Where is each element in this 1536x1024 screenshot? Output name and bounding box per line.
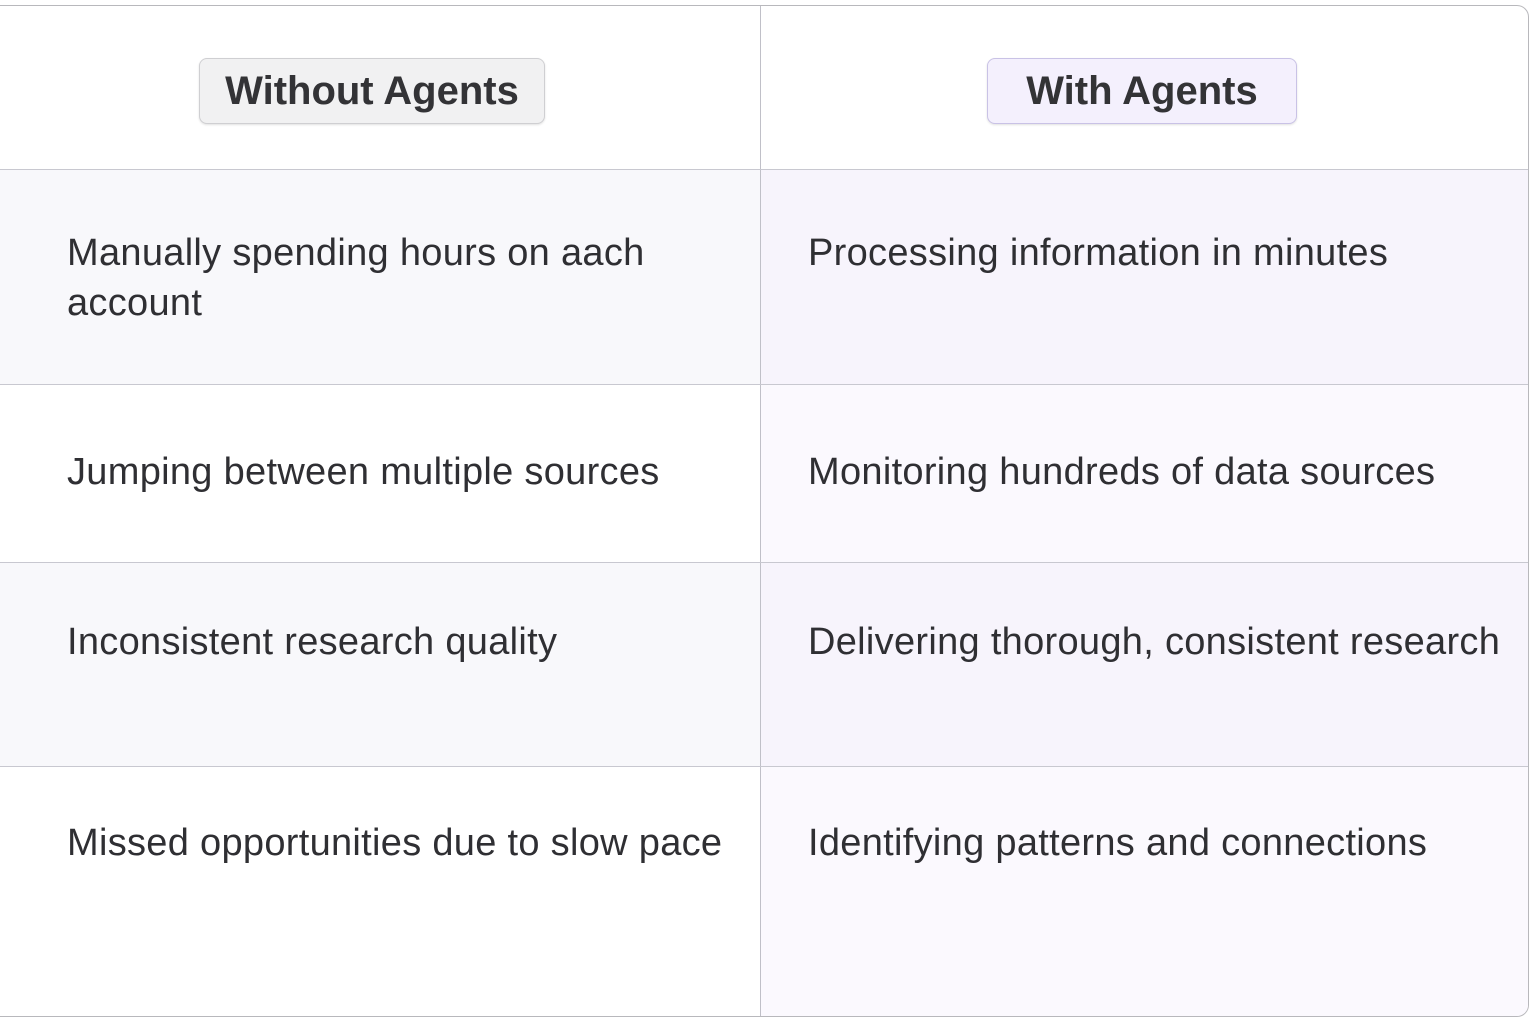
cell-text: Identifying patterns and connections <box>808 822 1428 864</box>
cell-with: Processing information in minutes <box>761 170 1528 384</box>
cell-text: Processing information in minutes <box>808 232 1389 274</box>
cell-text: Manually spending hours on aach account <box>67 232 645 324</box>
table-row: Inconsistent research quality Delivering… <box>0 562 1528 766</box>
cell-text: Jumping between multiple sources <box>67 451 660 493</box>
cell-without: Jumping between multiple sources <box>0 385 761 562</box>
cell-with: Delivering thorough, consistent research <box>761 563 1528 766</box>
cell-text: Inconsistent research quality <box>67 621 558 663</box>
cell-without: Missed opportunities due to slow pace <box>0 767 761 1016</box>
header-cell-without: Without Agents <box>0 6 761 169</box>
cell-with: Identifying patterns and connections <box>761 767 1528 1016</box>
cell-without: Inconsistent research quality <box>0 563 761 766</box>
table-header-row: Without Agents With Agents <box>0 6 1528 169</box>
cell-text: Delivering thorough, consistent research <box>808 621 1501 663</box>
table-row: Missed opportunities due to slow pace Id… <box>0 766 1528 1016</box>
cell-text: Monitoring hundreds of data sources <box>808 451 1436 493</box>
cell-without: Manually spending hours on aach account <box>0 170 761 384</box>
comparison-table: Without Agents With Agents Manually spen… <box>0 5 1529 1017</box>
table-row: Manually spending hours on aach account … <box>0 169 1528 384</box>
header-cell-with: With Agents <box>761 6 1528 169</box>
table-row: Jumping between multiple sources Monitor… <box>0 384 1528 562</box>
cell-text: Missed opportunities due to slow pace <box>67 822 723 864</box>
without-agents-badge: Without Agents <box>199 58 545 124</box>
with-agents-badge: With Agents <box>987 58 1297 124</box>
cell-with: Monitoring hundreds of data sources <box>761 385 1528 562</box>
